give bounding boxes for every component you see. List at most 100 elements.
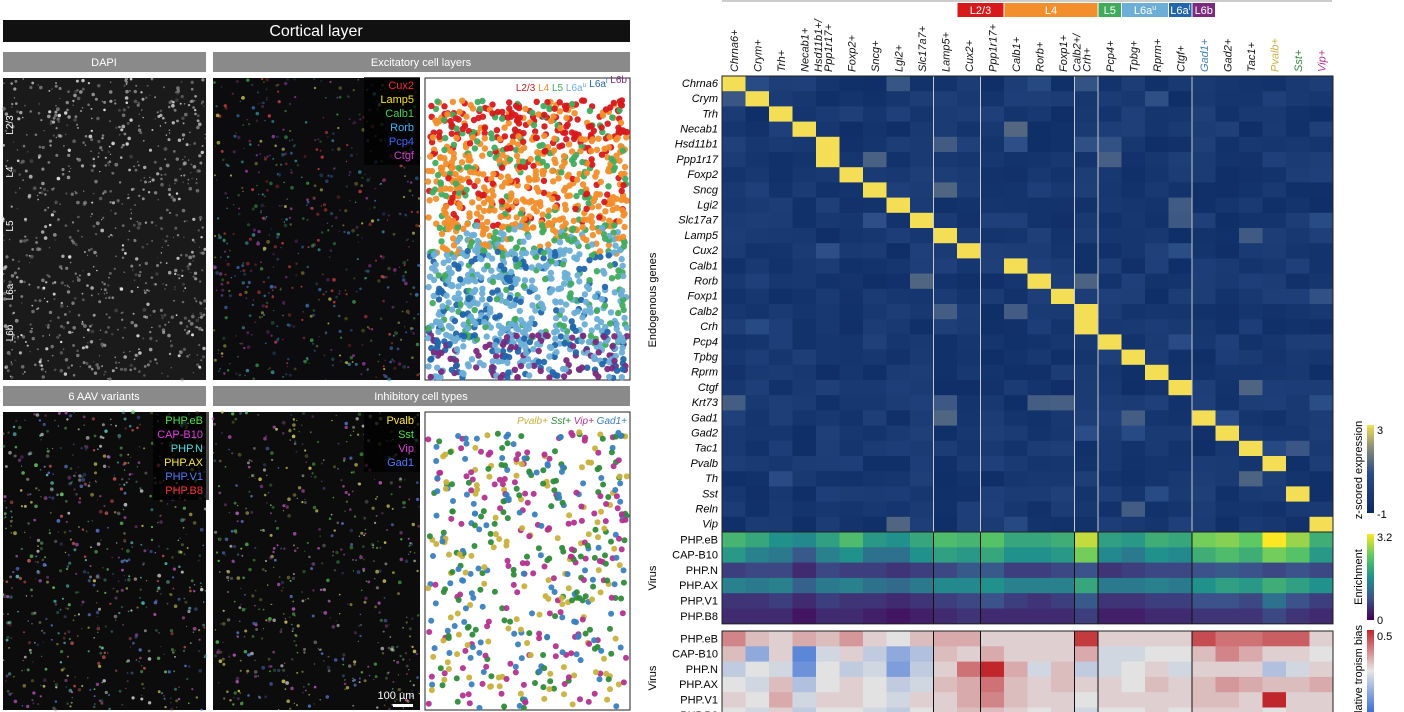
micrograph-cell bbox=[121, 124, 126, 129]
micrograph-cell bbox=[136, 426, 139, 430]
excitatory-cell-point bbox=[479, 285, 486, 292]
micrograph-cell bbox=[87, 248, 91, 252]
micrograph-cell bbox=[409, 181, 413, 184]
inhibitory-cell-point bbox=[462, 455, 469, 462]
micrograph-cell bbox=[19, 110, 23, 115]
micrograph-cell bbox=[21, 302, 23, 304]
inhibitory-cell-point bbox=[540, 467, 547, 474]
inhibitory-cell-point bbox=[591, 510, 598, 517]
micrograph-cell bbox=[183, 161, 187, 166]
excitatory-cell-point bbox=[494, 248, 501, 255]
micrograph-cell bbox=[123, 417, 127, 421]
inhibitory-cell-point bbox=[607, 625, 613, 632]
micrograph-cell bbox=[91, 213, 93, 215]
micrograph-cell bbox=[417, 691, 419, 693]
micrograph-cell bbox=[402, 626, 404, 629]
micrograph-cell bbox=[157, 690, 161, 694]
micrograph-cell bbox=[66, 655, 69, 658]
micrograph-cell bbox=[265, 98, 268, 101]
excitatory-cell-point bbox=[540, 102, 547, 110]
micrograph-cell bbox=[359, 613, 362, 616]
micrograph-cell bbox=[201, 328, 204, 332]
micrograph-cell bbox=[76, 96, 81, 101]
micrograph-cell bbox=[313, 184, 317, 188]
excitatory-cell-point bbox=[526, 320, 534, 327]
micrograph-cell bbox=[353, 709, 355, 711]
micrograph-cell bbox=[380, 274, 384, 279]
micrograph-cell bbox=[10, 692, 12, 695]
excitatory-cell-point bbox=[590, 197, 597, 205]
micrograph-cell bbox=[194, 95, 197, 98]
micrograph-cell bbox=[138, 446, 141, 448]
excitatory-cell-point bbox=[617, 119, 625, 127]
excitatory-cell-point bbox=[438, 368, 445, 375]
micrograph-cell bbox=[104, 511, 109, 515]
micrograph-cell bbox=[246, 345, 251, 349]
micrograph-cell bbox=[29, 493, 32, 496]
micrograph-cell bbox=[6, 369, 10, 373]
micrograph-cell bbox=[235, 335, 237, 337]
micrograph-cell bbox=[2, 579, 5, 582]
excitatory-cell-point bbox=[551, 329, 558, 336]
micrograph-cell bbox=[94, 158, 96, 160]
micrograph-cell bbox=[155, 224, 158, 227]
micrograph-cell bbox=[218, 235, 222, 240]
micrograph-cell bbox=[80, 109, 83, 113]
micrograph-cell bbox=[342, 224, 345, 227]
legend-entry: PHP.V1 bbox=[165, 471, 203, 483]
micrograph-cell bbox=[404, 652, 408, 655]
micrograph-cell bbox=[166, 580, 170, 584]
micrograph-cell bbox=[218, 233, 220, 236]
micrograph-cell bbox=[81, 528, 85, 531]
micrograph-cell bbox=[241, 96, 245, 100]
micrograph-cell bbox=[123, 351, 125, 354]
micrograph-cell bbox=[257, 171, 260, 174]
inhibitory-cell-point bbox=[535, 545, 542, 552]
inhibitory-cell-point bbox=[480, 508, 487, 515]
micrograph-cell bbox=[260, 637, 264, 640]
micrograph-cell bbox=[2, 444, 6, 448]
excitatory-cell-point bbox=[619, 344, 626, 352]
micrograph-cell bbox=[312, 313, 316, 317]
inhibitory-cell-point bbox=[609, 444, 616, 451]
micrograph-cell bbox=[282, 668, 286, 672]
micrograph-cell bbox=[259, 153, 262, 155]
micrograph-cell bbox=[274, 520, 277, 522]
micrograph-cell bbox=[55, 202, 57, 205]
micrograph-cell bbox=[216, 551, 219, 554]
micrograph-cell bbox=[14, 359, 17, 362]
excitatory-cell-point bbox=[503, 286, 510, 293]
micrograph-cell bbox=[182, 138, 184, 140]
micrograph-cell bbox=[31, 699, 34, 702]
micrograph-cell bbox=[224, 465, 227, 468]
micrograph-cell bbox=[311, 415, 315, 418]
micrograph-cell bbox=[203, 247, 207, 251]
micrograph-cell bbox=[21, 116, 24, 119]
micrograph-cell bbox=[406, 301, 408, 303]
micrograph-cell bbox=[149, 336, 153, 341]
micrograph-cell bbox=[121, 244, 125, 247]
micrograph-cell bbox=[46, 300, 49, 303]
micrograph-cell bbox=[170, 701, 172, 704]
inhibitory-cell-point bbox=[613, 703, 620, 710]
micrograph-cell bbox=[176, 89, 181, 93]
micrograph-cell bbox=[374, 675, 378, 679]
inhibitory-cell-point bbox=[540, 684, 547, 691]
micrograph-cell bbox=[416, 481, 419, 484]
micrograph-cell bbox=[145, 606, 148, 608]
inhibitory-cell-point bbox=[500, 498, 507, 505]
micrograph-cell bbox=[70, 192, 75, 196]
micrograph-cell bbox=[123, 502, 128, 507]
micrograph-cell bbox=[222, 551, 226, 555]
inhibitory-cell-point bbox=[484, 623, 491, 630]
inhibitory-cell-point bbox=[573, 589, 580, 596]
micrograph-cell bbox=[43, 130, 45, 132]
excitatory-cell-point bbox=[597, 253, 604, 261]
micrograph-cell bbox=[320, 652, 324, 655]
inhibitory-cell-point bbox=[491, 481, 498, 488]
micrograph-cell bbox=[104, 429, 108, 433]
micrograph-cell bbox=[247, 465, 251, 469]
inhibitory-cell-point bbox=[612, 487, 619, 493]
excitatory-cell-point bbox=[444, 111, 451, 118]
